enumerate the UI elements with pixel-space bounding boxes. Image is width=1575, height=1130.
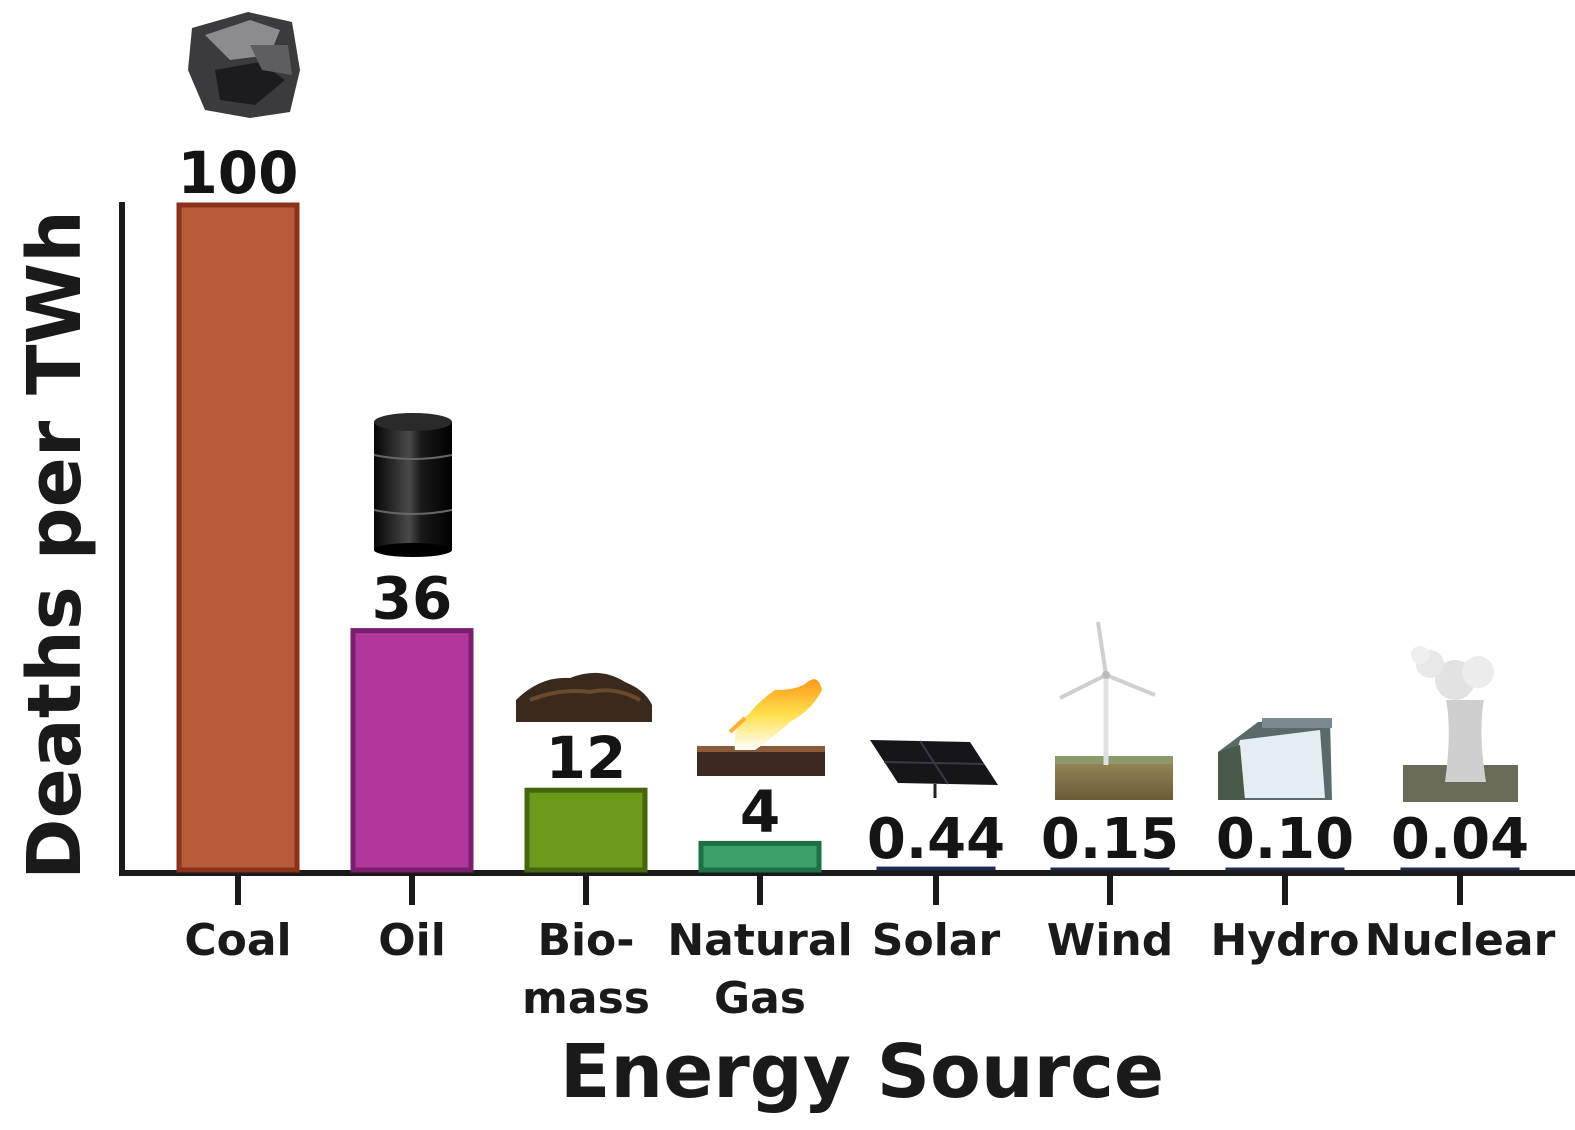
x-tick-label: mass	[522, 973, 650, 1024]
y-axis-title: Deaths per TWh	[12, 210, 98, 880]
value-label: 12	[546, 724, 627, 792]
x-axis-title: Energy Source	[560, 1029, 1164, 1115]
x-tick-label: Natural	[667, 915, 852, 966]
x-tick-label: Coal	[184, 915, 291, 966]
x-tick-label: Hydro	[1211, 915, 1360, 966]
x-tick-label: Gas	[714, 973, 806, 1024]
bar-nuclear	[1400, 867, 1520, 871]
x-tick-label: Bio-	[537, 915, 634, 966]
bar-natural-gas	[698, 840, 822, 873]
cooling-tower-icon	[1403, 646, 1518, 802]
value-label: 0.44	[867, 807, 1005, 872]
value-label: 0.04	[1391, 807, 1529, 872]
bar-hydro	[1225, 867, 1345, 871]
value-label: 36	[372, 565, 453, 633]
oil-barrel-icon	[373, 413, 453, 557]
x-tick-label: Solar	[872, 915, 1001, 966]
gas-flare-icon	[697, 679, 825, 776]
value-label: 0.10	[1216, 807, 1354, 872]
x-tick-label: Oil	[378, 915, 446, 966]
hydro-dam-icon	[1218, 718, 1332, 800]
value-label: 0.15	[1041, 807, 1179, 872]
bar-solar	[876, 866, 996, 871]
x-tick-label: Nuclear	[1365, 915, 1556, 966]
coal-lump-icon	[188, 12, 300, 118]
biomass-pile-icon	[516, 672, 652, 722]
value-label: 100	[177, 139, 298, 207]
value-label: 4	[740, 777, 780, 845]
x-tick-label: Wind	[1047, 915, 1173, 966]
wind-turbine-icon	[1055, 621, 1173, 800]
bar-bio-mass	[524, 787, 648, 873]
bar-wind	[1050, 867, 1170, 871]
solar-panel-icon	[870, 740, 998, 798]
bar-oil	[350, 628, 474, 873]
bar-coal	[176, 202, 300, 873]
